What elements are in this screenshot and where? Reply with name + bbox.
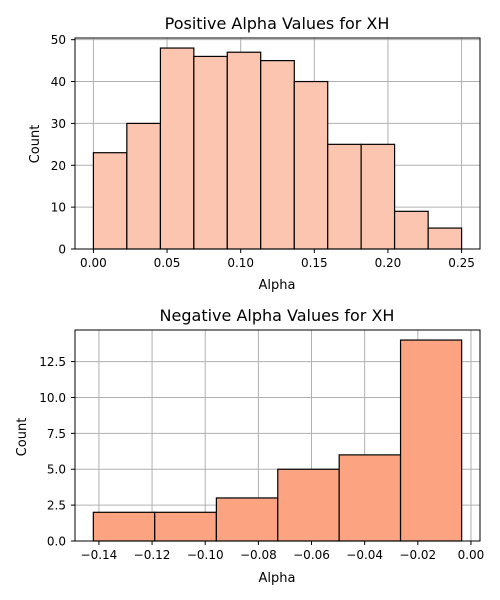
histogram-bars (92, 47, 463, 250)
plot-frame (74, 329, 481, 542)
y-tick-label: 10 (51, 201, 66, 215)
histogram-bar (193, 55, 228, 250)
histogram-bar (92, 511, 156, 542)
histogram-bar (92, 152, 128, 250)
chart-title: Positive Alpha Values for XH (165, 14, 390, 33)
histogram-bar (399, 339, 463, 542)
histogram-bar (159, 47, 195, 250)
histogram-bars (92, 339, 463, 542)
y-tick-label: 12.5 (39, 355, 66, 369)
histogram-bar (126, 122, 162, 250)
x-tick-label: 0.00 (458, 548, 485, 562)
x-axis-label: Alpha (259, 571, 296, 586)
x-tick-label: −0.08 (240, 548, 277, 562)
x-tick-label: −0.10 (187, 548, 224, 562)
histogram-bar (393, 210, 429, 250)
y-tick-label: 2.5 (47, 499, 66, 513)
y-tick-label: 20 (51, 159, 66, 173)
histogram-bar (360, 143, 396, 250)
negative-alpha-chart: Negative Alpha Values for XH −0.14 −0.12−… (15, 306, 484, 586)
positive-alpha-chart: Positive Alpha Values for XH 0.00 0.05 0.1… (28, 14, 481, 293)
y-tick-label: 40 (51, 75, 66, 89)
histogram-bar (427, 227, 463, 250)
y-tick-label: 0.0 (47, 535, 66, 549)
x-tick-label: 0.00 (80, 256, 107, 270)
x-tick-label: 0.10 (227, 256, 254, 270)
x-tick-label: −0.06 (293, 548, 330, 562)
histogram-bar (338, 454, 402, 542)
x-tick-label: 0.15 (301, 256, 328, 270)
x-tick-label: 0.20 (375, 256, 402, 270)
histogram-bar (260, 60, 295, 250)
plot-frame (74, 37, 481, 250)
histogram-bar (277, 468, 340, 542)
chart-title: Negative Alpha Values for XH (160, 306, 395, 325)
y-tick-label: 10.0 (39, 391, 66, 405)
y-tick-label: 5.0 (47, 463, 66, 477)
x-tick-label: −0.14 (81, 548, 118, 562)
histogram-bar (327, 143, 362, 250)
x-tick-label: −0.02 (399, 548, 436, 562)
x-ticks: 0.00 0.05 0.10 0.15 0.20 0.25 (80, 249, 475, 270)
y-tick-label: 50 (51, 33, 66, 47)
x-tick-label: 0.05 (154, 256, 181, 270)
y-axis-label: Count (28, 125, 43, 164)
x-axis-label: Alpha (259, 278, 296, 293)
histogram-bar (226, 51, 262, 250)
y-tick-label: 30 (51, 117, 66, 131)
x-tick-label: −0.12 (134, 548, 171, 562)
y-ticks: 0 10 20 30 40 50 (51, 33, 75, 257)
y-tick-label: 7.5 (47, 427, 66, 441)
y-axis-label: Count (15, 418, 30, 457)
x-tick-label: 0.25 (448, 256, 475, 270)
x-tick-label: −0.04 (346, 548, 383, 562)
histogram-bar (215, 497, 279, 542)
histogram-bar (293, 80, 329, 250)
histogram-bar (154, 511, 217, 542)
x-ticks: −0.14 −0.12 −0.10 −0.08 −0.06 −0.04 −0.02 0.00 (81, 541, 485, 562)
y-tick-label: 0 (58, 243, 66, 257)
y-ticks: 0.0 2.5 5.0 7.5 10.0 12.5 (39, 355, 75, 549)
